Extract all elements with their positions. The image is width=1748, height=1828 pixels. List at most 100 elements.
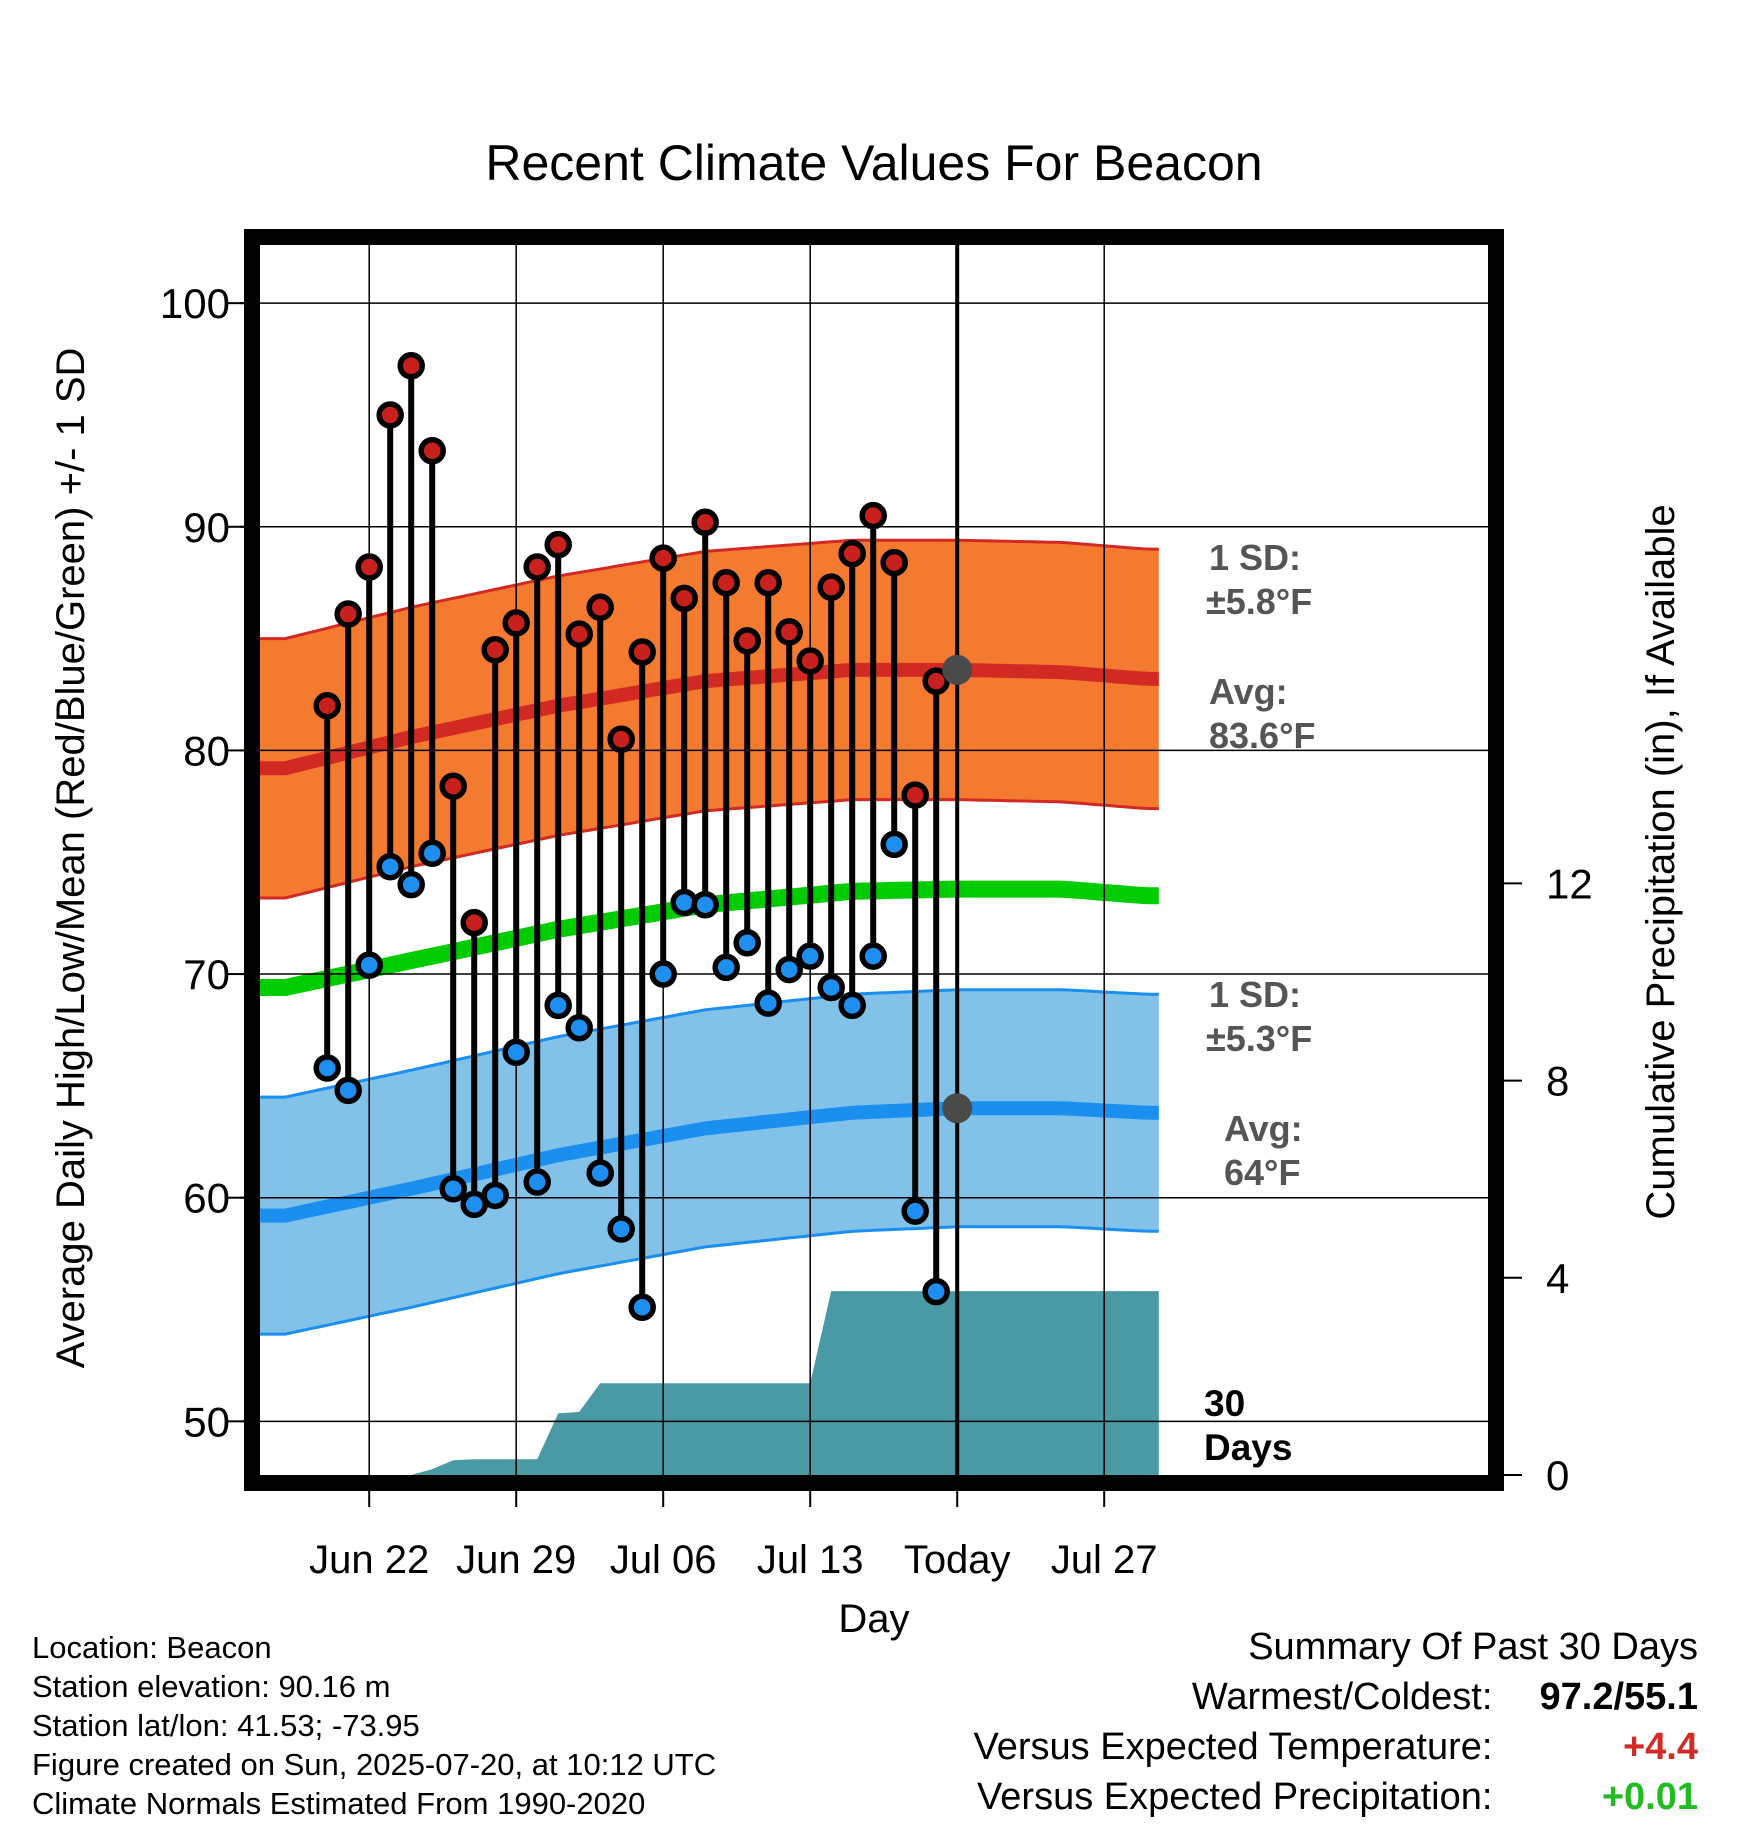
daily-low-marker (712, 953, 740, 982)
daily-high-marker (859, 501, 887, 530)
daily-low-marker (838, 991, 866, 1020)
y-right-tick-label: 12 (1546, 860, 1593, 907)
daily-high-marker (418, 436, 446, 465)
daily-high-marker (775, 618, 803, 646)
daily-low-marker (733, 928, 761, 957)
y-left-tick-label: 70 (183, 951, 230, 998)
precip-area (260, 1291, 1159, 1475)
daily-high-marker (649, 544, 677, 572)
summary-warmest-row: Warmest/Coldest: 97.2/55.1 (974, 1672, 1698, 1722)
daily-low-marker (313, 1054, 341, 1082)
elevation-text: Station elevation: 90.16 m (32, 1669, 391, 1704)
summary-warmest-value: 97.2/55.1 (1539, 1676, 1698, 1718)
normal-low-line (260, 1101, 1159, 1223)
daily-low-marker (817, 973, 845, 1002)
daily-high-marker (460, 908, 488, 937)
chart-title: Recent Climate Values For Beacon (485, 135, 1262, 191)
daily-high-marker (355, 553, 383, 581)
daily-high-marker (880, 548, 908, 577)
summary-temp-value: +4.4 (1622, 1726, 1698, 1768)
daily-low-marker (439, 1174, 467, 1203)
daily-low-marker (565, 1013, 593, 1042)
high-avg-label: Avg: (1209, 671, 1288, 712)
daily-low-marker (628, 1293, 656, 1322)
daily-low-marker (691, 890, 719, 919)
normal-low-lower-sd-line (260, 1225, 1159, 1336)
plot-frame (244, 229, 1504, 1491)
daily-high-marker (901, 781, 929, 809)
high-avg-value: 83.6°F (1209, 715, 1315, 756)
daily-high-marker (502, 609, 530, 637)
daily-high-marker (607, 725, 635, 753)
y-left-tick-label: 60 (183, 1175, 230, 1222)
daily-low-marker (649, 960, 677, 988)
low-avg-value: 64°F (1224, 1152, 1300, 1193)
daily-low-marker (775, 955, 803, 984)
daily-low-marker (418, 839, 446, 868)
created-text: Figure created on Sun, 2025-07-20, at 10… (32, 1747, 717, 1782)
daily-high-marker (313, 691, 341, 720)
daily-high-marker (670, 584, 698, 613)
daily-high-marker (838, 539, 866, 568)
daily-low-marker (481, 1181, 509, 1210)
normal-low-upper-sd-line (260, 988, 1159, 1099)
summary-title: Summary Of Past 30 Days (1248, 1626, 1698, 1668)
daily-low-marker (901, 1197, 929, 1225)
summary-precip-value: +0.01 (1601, 1776, 1698, 1818)
daily-low-marker (607, 1215, 635, 1243)
daily-high-marker (712, 568, 740, 597)
daily-high-marker (796, 647, 824, 675)
y-left-tick-label: 80 (183, 727, 230, 774)
low-avg-dot (942, 1093, 973, 1124)
today-marker-label-line1: 30 (1204, 1383, 1245, 1424)
daily-high-marker (439, 772, 467, 800)
x-tick-label: Jun 29 (456, 1538, 576, 1582)
x-tick-label: Jul 06 (610, 1538, 717, 1582)
low-sd-value: ±5.3°F (1206, 1018, 1312, 1059)
daily-low-marker (586, 1159, 614, 1187)
x-tick-label: Jul 27 (1051, 1538, 1158, 1582)
daily-high-marker (544, 530, 572, 559)
normal-low-sd-band (260, 989, 1159, 1335)
daily-high-marker (628, 638, 656, 666)
latlon-text: Station lat/lon: 41.53; -73.95 (32, 1708, 420, 1743)
daily-low-marker (376, 852, 404, 881)
daily-high-marker (733, 627, 761, 655)
daily-high-marker (586, 593, 614, 622)
daily-low-marker (355, 951, 383, 979)
daily-low-marker (880, 830, 908, 859)
station-info: Location: Beacon Station elevation: 90.1… (32, 1628, 716, 1823)
y-right-tick-label: 4 (1546, 1255, 1569, 1302)
x-axis-title: Day (838, 1597, 909, 1641)
y-right-tick-label: 8 (1546, 1058, 1569, 1105)
daily-low-marker (796, 942, 824, 970)
x-tick-label: Jul 13 (757, 1538, 864, 1582)
daily-low-marker (922, 1277, 950, 1306)
y-axis-title-right: Cumulative Precipitation (in), If Availa… (1639, 504, 1683, 1219)
daily-high-marker (376, 401, 404, 429)
daily-low-marker (544, 991, 572, 1020)
daily-low-marker (859, 942, 887, 970)
daily-high-marker (817, 573, 845, 601)
today-marker-label-line2: Days (1204, 1427, 1292, 1468)
high-sd-value: ±5.8°F (1206, 581, 1312, 622)
daily-high-marker (523, 553, 551, 581)
daily-low-marker (502, 1038, 530, 1067)
summary-temp-row: Versus Expected Temperature: +4.4 (974, 1722, 1698, 1772)
daily-high-marker (334, 600, 362, 628)
high-sd-label: 1 SD: (1209, 537, 1301, 578)
daily-high-marker (691, 508, 719, 537)
normals-text: Climate Normals Estimated From 1990-2020 (32, 1786, 646, 1821)
summary-precip-row: Versus Expected Precipitation: +0.01 (974, 1772, 1698, 1822)
summary-panel: Summary Of Past 30 Days Warmest/Coldest:… (974, 1622, 1698, 1822)
x-tick-label: Today (904, 1538, 1011, 1582)
summary-temp-label: Versus Expected Temperature: (973, 1726, 1493, 1768)
daily-low-marker (523, 1168, 551, 1196)
summary-precip-label: Versus Expected Precipitation: (977, 1776, 1493, 1818)
y-left-tick-label: 100 (160, 280, 230, 327)
y-left-tick-label: 50 (183, 1398, 230, 1445)
low-avg-label: Avg: (1224, 1108, 1303, 1149)
y-right-tick-label: 0 (1546, 1452, 1569, 1499)
y-axis-title-left: Average Daily High/Low/Mean (Red/Blue/Gr… (49, 348, 93, 1369)
